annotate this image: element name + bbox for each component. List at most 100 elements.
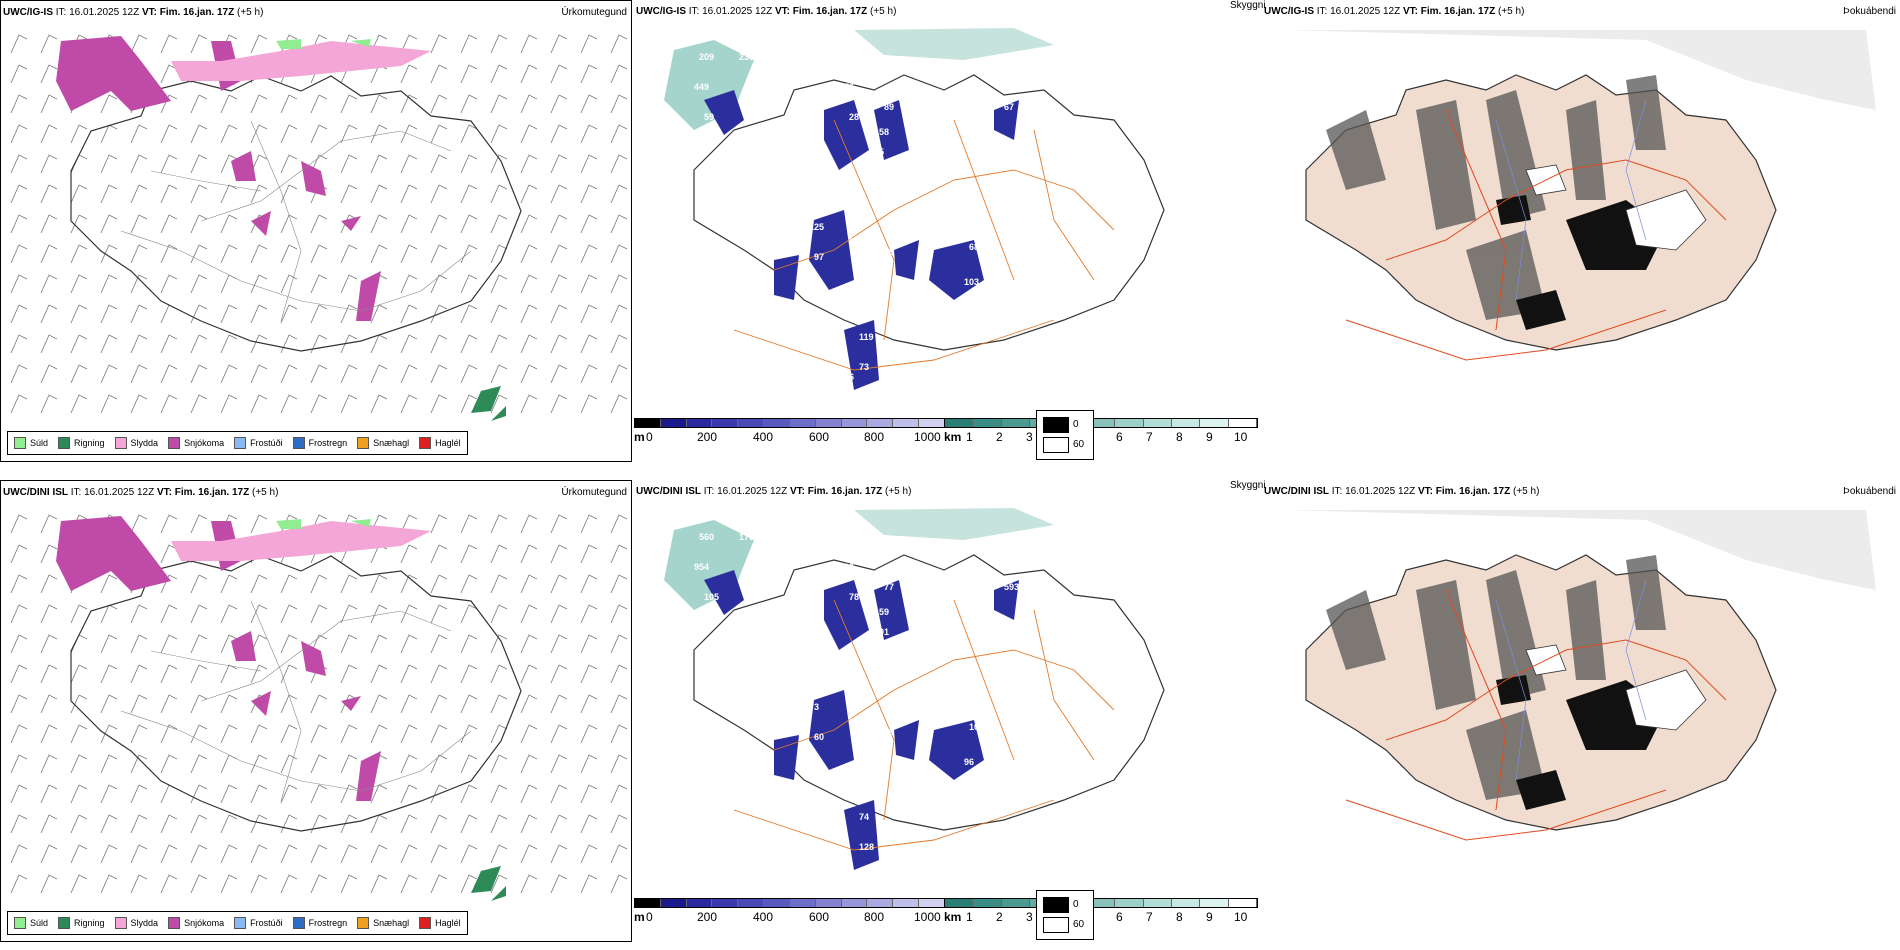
precip-legend-item: Rigning xyxy=(58,917,105,929)
wind-barb xyxy=(70,184,88,204)
wind-barb xyxy=(520,634,538,654)
wind-barb xyxy=(250,634,268,654)
wind-barb xyxy=(400,184,418,204)
wind-barb xyxy=(490,304,508,324)
wind-barb xyxy=(280,364,298,384)
wind-barb xyxy=(10,184,28,204)
wind-barb xyxy=(220,574,238,594)
wind-barb xyxy=(550,214,568,234)
wind-barb xyxy=(550,784,568,804)
ceiling-value-label: 317 xyxy=(764,57,779,67)
forecast-row: UWC/IG-IS IT: 16.01.2025 12Z VT: Fim. 16… xyxy=(0,0,1900,470)
wind-barb xyxy=(130,664,148,684)
wind-barb xyxy=(490,154,508,174)
wind-barb xyxy=(370,94,388,114)
wind-barb xyxy=(370,574,388,594)
wind-barb xyxy=(280,214,298,234)
wind-barb xyxy=(100,724,118,744)
rain-areas xyxy=(471,386,506,421)
wind-barb xyxy=(400,664,418,684)
wind-barb xyxy=(520,124,538,144)
ceiling-tick: 600 xyxy=(809,430,830,444)
wind-barb xyxy=(520,304,538,324)
precip-legend-swatch xyxy=(234,917,247,929)
wind-barb xyxy=(250,394,268,414)
wind-barb xyxy=(10,304,28,324)
precip-legend-label: Frostúði xyxy=(250,918,283,928)
wind-barb xyxy=(580,154,598,174)
wind-barb xyxy=(160,274,178,294)
wind-barb xyxy=(460,574,478,594)
wind-barb xyxy=(190,844,208,864)
rivers xyxy=(1495,579,1647,781)
wind-barb xyxy=(280,304,298,324)
wind-barb xyxy=(70,664,88,684)
wind-barb xyxy=(520,694,538,714)
wind-barb xyxy=(340,724,358,744)
wind-barb xyxy=(550,154,568,174)
wind-barb xyxy=(70,334,88,354)
wind-barb xyxy=(610,784,628,804)
it-label: IT: xyxy=(703,486,715,497)
wind-barb xyxy=(160,544,178,564)
wind-barb xyxy=(490,244,508,264)
it-label: IT: xyxy=(55,7,67,18)
wind-barb xyxy=(400,214,418,234)
wind-barb xyxy=(370,334,388,354)
wind-barb xyxy=(490,874,508,894)
wind-barb xyxy=(490,94,508,114)
wind-barb xyxy=(250,184,268,204)
visibility-unit: km xyxy=(944,910,962,924)
glacier-vatnajokull xyxy=(1625,669,1707,731)
wind-barb xyxy=(310,214,328,234)
wind-barb xyxy=(610,664,628,684)
wind-barb xyxy=(100,364,118,384)
wind-barb xyxy=(430,394,448,414)
precip-legend-label: Frostregn xyxy=(308,918,348,928)
wind-barb xyxy=(430,274,448,294)
wind-barb xyxy=(130,724,148,744)
wind-barb xyxy=(160,724,178,744)
ceiling-value-label: 73 xyxy=(809,702,819,712)
wind-barb xyxy=(160,214,178,234)
ceiling-tick: 1000 xyxy=(914,430,941,444)
wind-barb xyxy=(10,754,28,774)
wind-barb xyxy=(550,694,568,714)
wind-barb xyxy=(460,664,478,684)
wind-barb xyxy=(10,694,28,714)
visibility-tick: 8 xyxy=(1176,430,1183,444)
wind-barb xyxy=(490,784,508,804)
wind-barb xyxy=(490,754,508,774)
wind-barb xyxy=(190,694,208,714)
visibility-tick: 2 xyxy=(996,430,1003,444)
visibility-tick: 9 xyxy=(1206,430,1213,444)
wind-barb xyxy=(580,784,598,804)
it-value: 16.01.2025 12Z xyxy=(702,6,773,17)
wind-barb xyxy=(490,724,508,744)
ceiling-value-label: 101 xyxy=(969,722,984,732)
precip-legend-label: Slydda xyxy=(130,438,159,448)
vt-value: Fim. 16.jan. 17Z xyxy=(1435,486,1511,497)
wind-barb xyxy=(340,184,358,204)
wind-barb xyxy=(310,784,328,804)
wind-barb xyxy=(220,814,238,834)
wind-barb xyxy=(10,244,28,264)
ceiling-value-label: 146 xyxy=(839,287,854,297)
wind-barb xyxy=(160,154,178,174)
wind-barb xyxy=(160,634,178,654)
wind-barb xyxy=(160,94,178,114)
wind-barb xyxy=(190,754,208,774)
wind-barb xyxy=(10,634,28,654)
precip-panel-header: UWC/IG-IS IT: 16.01.2025 12Z VT: Fim. 16… xyxy=(3,7,263,18)
wind-barb xyxy=(190,154,208,174)
wind-barb xyxy=(520,664,538,684)
precip-legend-label: Rigning xyxy=(74,438,105,448)
wind-barb xyxy=(340,304,358,324)
precip-legend: Súld Rigning Slydda Snjókoma Frostúði Frostre… xyxy=(7,911,468,935)
offset: (+5 h) xyxy=(1498,6,1525,17)
fog-legend-swatch-low xyxy=(1043,897,1069,913)
wind-barb xyxy=(160,334,178,354)
visibility-colorbar: km 1 2 3 4 5 6 7 8 9 10 xyxy=(944,898,1264,938)
ceiling-value-label: 449 xyxy=(694,82,709,92)
wind-barb xyxy=(430,94,448,114)
